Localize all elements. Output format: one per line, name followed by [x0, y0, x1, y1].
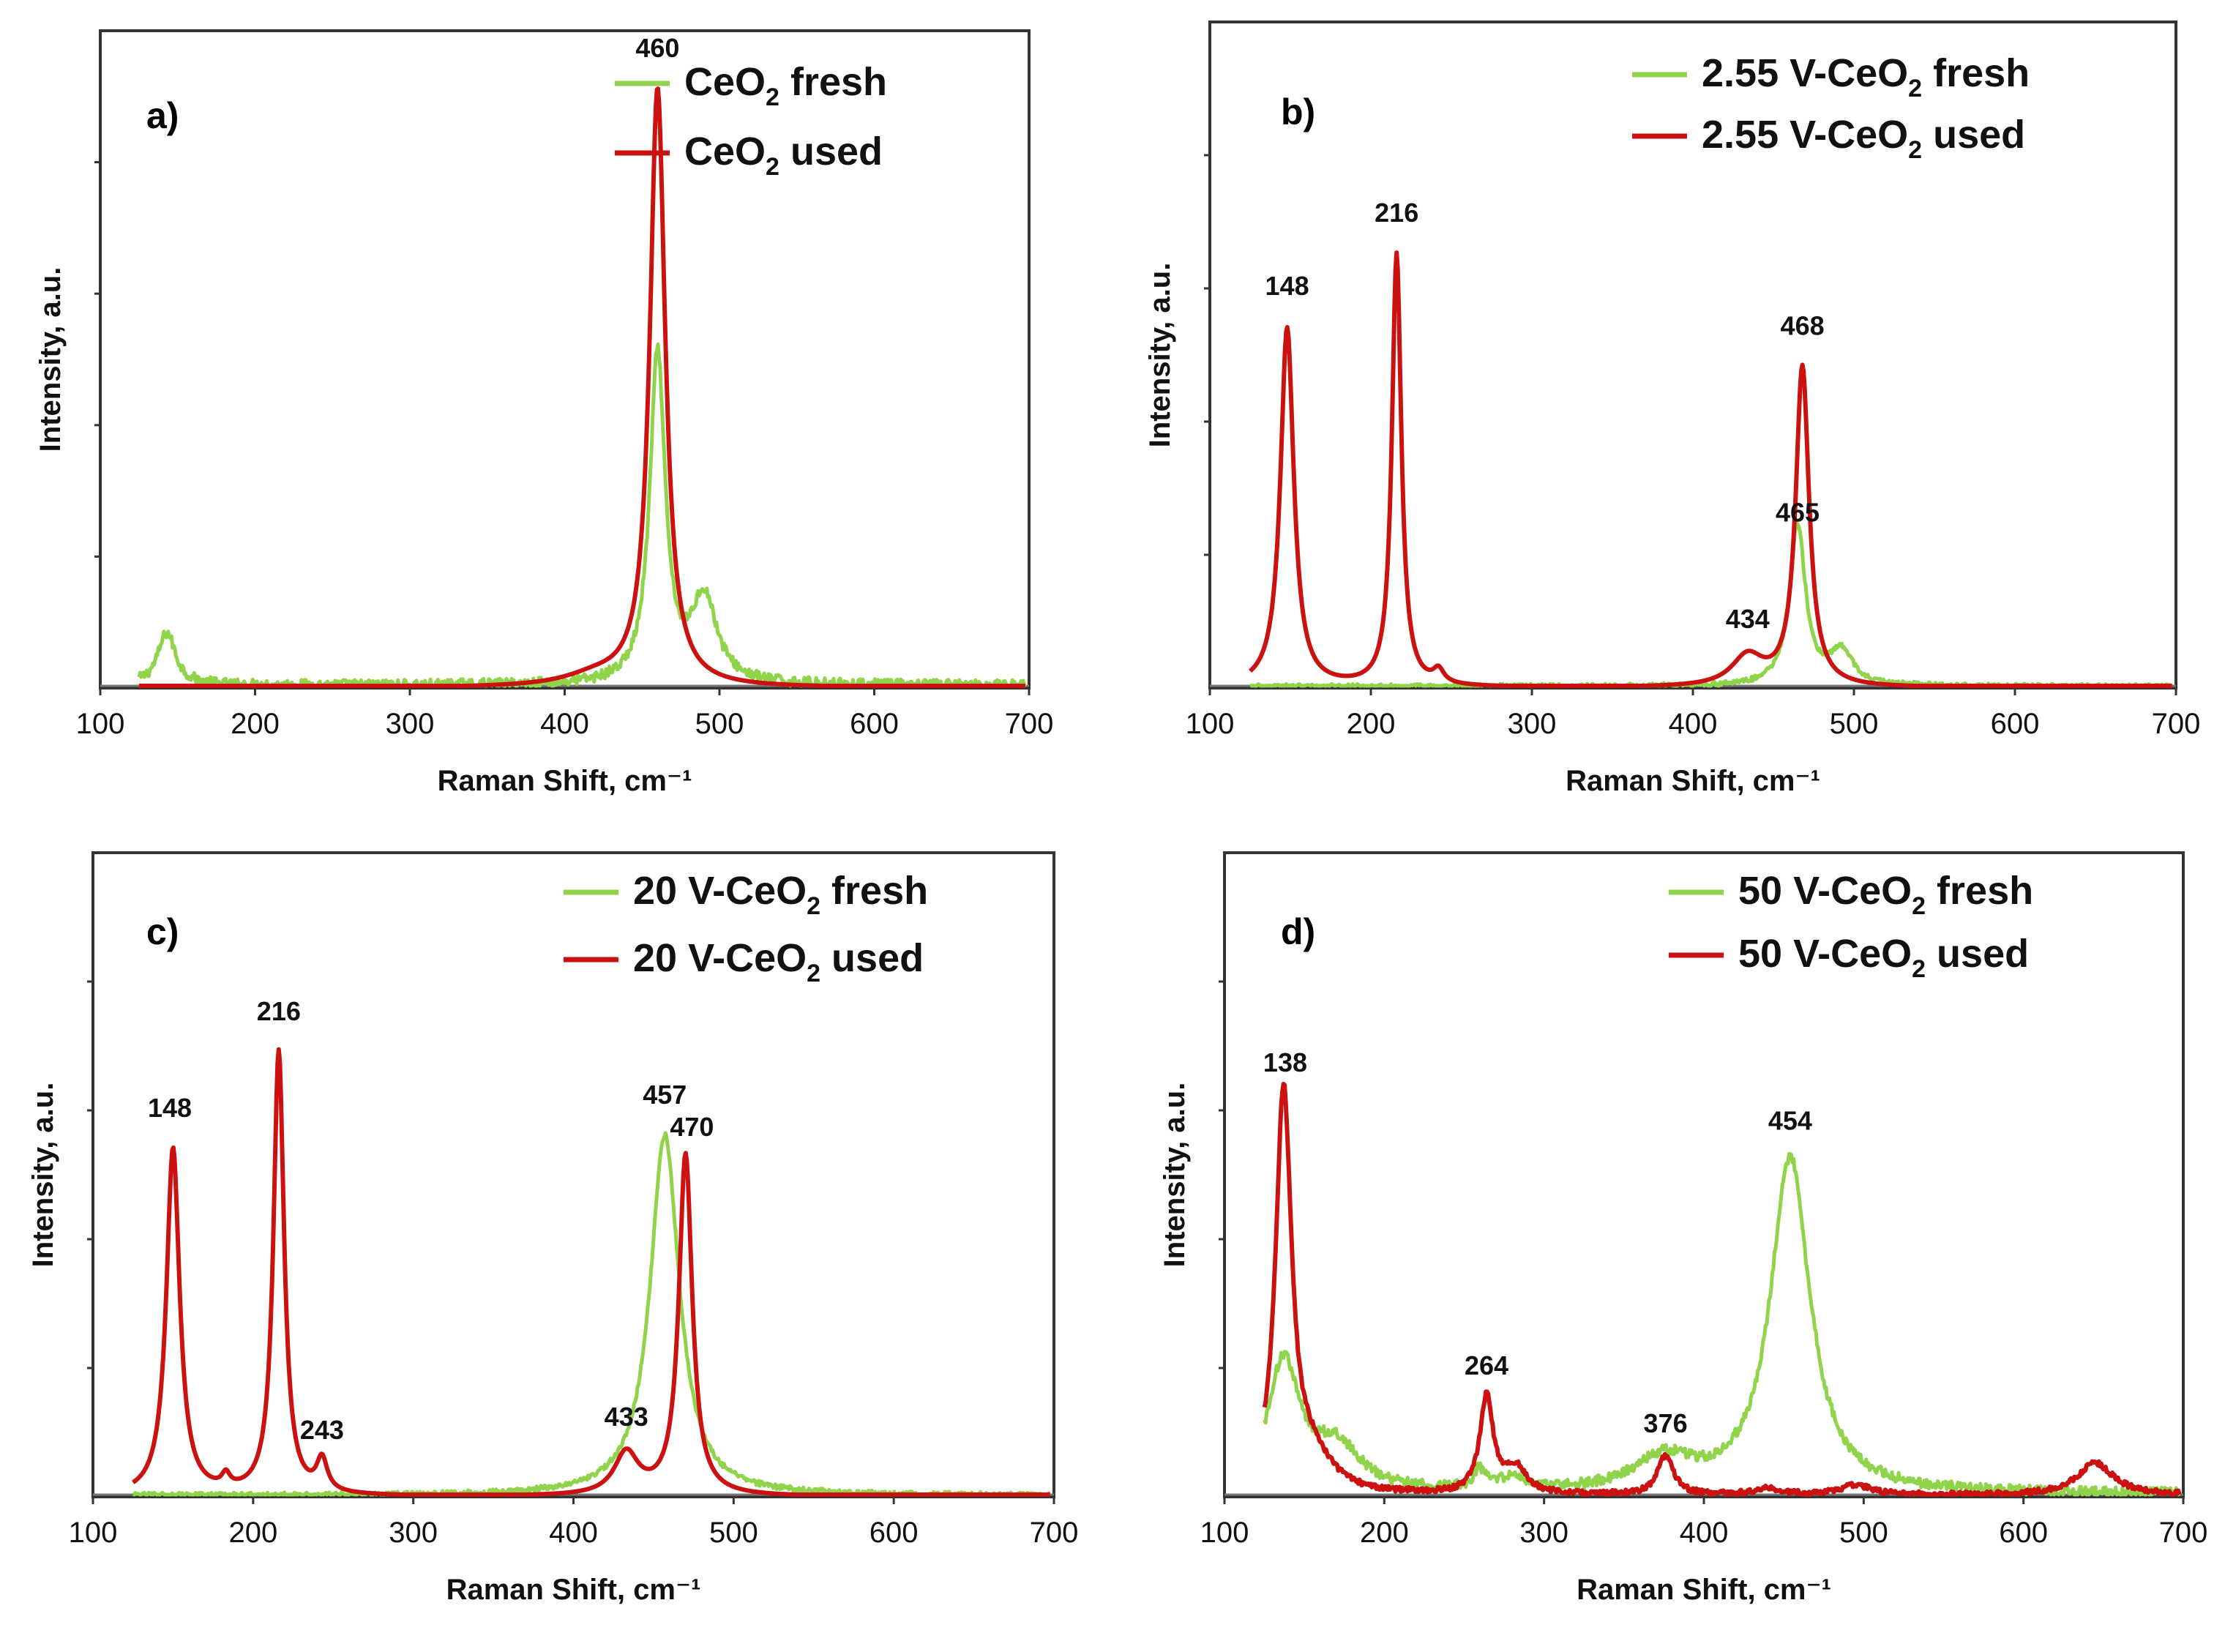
y-axis-title: Intensity, a.u. — [27, 1083, 59, 1268]
legend-entry: CeO2 used — [684, 130, 883, 181]
x-tick-label: 500 — [1830, 708, 1879, 740]
legend-entry: 2.55 V-CeO2 fresh — [1702, 51, 2030, 102]
x-tick-label: 400 — [1680, 1517, 1729, 1549]
x-tick-label: 200 — [228, 1517, 277, 1549]
peak-label: 465 — [1776, 498, 1820, 528]
x-axis-title: Raman Shift, cm⁻¹ — [1577, 1574, 1831, 1606]
x-tick-label: 700 — [1005, 708, 1054, 740]
x-tick-label: 300 — [1519, 1517, 1568, 1549]
x-tick-label: 700 — [2152, 708, 2201, 740]
peak-label: 148 — [148, 1093, 192, 1123]
y-axis-title: Intensity, a.u. — [1144, 263, 1176, 448]
peak-label: 138 — [1263, 1047, 1307, 1077]
x-axis-title: Raman Shift, cm⁻¹ — [1566, 765, 1820, 797]
x-tick-label: 300 — [386, 708, 435, 740]
series-line-fresh — [1263, 1151, 2181, 1497]
peak-label: 470 — [670, 1112, 714, 1142]
x-tick-label: 500 — [695, 708, 744, 740]
x-tick-label: 400 — [549, 1517, 598, 1549]
panel-a: 100 200 300 400 500 600 700 Raman Shift, cm⁻¹ In… — [34, 29, 1054, 797]
x-axis-title: Raman Shift, cm⁻¹ — [438, 765, 692, 797]
x-tick-label: 100 — [1186, 708, 1235, 740]
series-line-used — [132, 1047, 1052, 1497]
x-tick-label: 600 — [850, 708, 899, 740]
x-tick-label: 300 — [389, 1517, 438, 1549]
series-line-used — [138, 86, 1027, 688]
peak-label: 454 — [1768, 1105, 1812, 1135]
panel-b: 100 200 300 400 500 600 700 Raman Shift, cm⁻¹ In… — [1144, 20, 2201, 797]
x-tick-label: 200 — [231, 708, 280, 740]
legend-entry: 20 V-CeO2 used — [633, 936, 924, 987]
plot-frame — [99, 29, 1031, 689]
x-tick-label: 500 — [709, 1517, 758, 1549]
x-tick-label: 100 — [1200, 1517, 1249, 1549]
peak-label: 376 — [1644, 1408, 1688, 1438]
plot-frame — [1223, 851, 2185, 1498]
x-tick-label: 600 — [1991, 708, 2040, 740]
x-tick-label: 200 — [1347, 708, 1396, 740]
plot-frame — [1208, 20, 2177, 689]
peak-label: 243 — [300, 1415, 344, 1445]
y-axis-title: Intensity, a.u. — [1159, 1083, 1191, 1268]
panel-label: a) — [146, 95, 179, 136]
peak-label: 434 — [1726, 604, 1770, 634]
panel-label: b) — [1281, 91, 1315, 132]
x-tick-label: 400 — [540, 708, 589, 740]
peak-label: 216 — [1375, 198, 1418, 228]
x-tick-label: 700 — [1030, 1517, 1079, 1549]
peak-label: 264 — [1465, 1350, 1508, 1380]
x-tick-label: 200 — [1360, 1517, 1409, 1549]
legend-entry: 20 V-CeO2 fresh — [633, 869, 928, 920]
x-tick-label: 100 — [76, 708, 125, 740]
x-tick-label: 300 — [1508, 708, 1557, 740]
peak-label: 433 — [605, 1402, 648, 1432]
x-axis-title: Raman Shift, cm⁻¹ — [446, 1574, 701, 1606]
x-tick-label: 600 — [1999, 1517, 2048, 1549]
peak-label: 457 — [643, 1080, 687, 1110]
peak-label: 216 — [257, 996, 301, 1026]
legend-entry: 2.55 V-CeO2 used — [1702, 113, 2025, 164]
x-tick-label: 600 — [870, 1517, 919, 1549]
x-tick-label: 500 — [1839, 1517, 1888, 1549]
x-tick-label: 100 — [69, 1517, 118, 1549]
peak-label: 148 — [1265, 271, 1309, 301]
legend-entry: 50 V-CeO2 used — [1738, 932, 2029, 983]
series-line-used — [1262, 1082, 2182, 1497]
y-axis-title: Intensity, a.u. — [34, 267, 67, 452]
series-line-used — [1248, 250, 2174, 688]
series-line-fresh — [137, 342, 1028, 688]
panel-c: 100 200 300 400 500 600 700 Raman Shift, cm⁻¹ In… — [27, 851, 1079, 1606]
peak-label: 468 — [1781, 311, 1825, 341]
legend-entry: 50 V-CeO2 fresh — [1738, 869, 2033, 920]
panel-label: d) — [1281, 911, 1315, 952]
x-tick-label: 400 — [1669, 708, 1718, 740]
legend-entry: CeO2 fresh — [684, 60, 887, 111]
panel-label: c) — [146, 911, 179, 952]
panel-d: 100 200 300 400 500 600 700 Raman Shift, cm⁻¹ In… — [1159, 851, 2208, 1606]
peak-label: 460 — [635, 33, 679, 63]
x-tick-label: 700 — [2159, 1517, 2208, 1549]
